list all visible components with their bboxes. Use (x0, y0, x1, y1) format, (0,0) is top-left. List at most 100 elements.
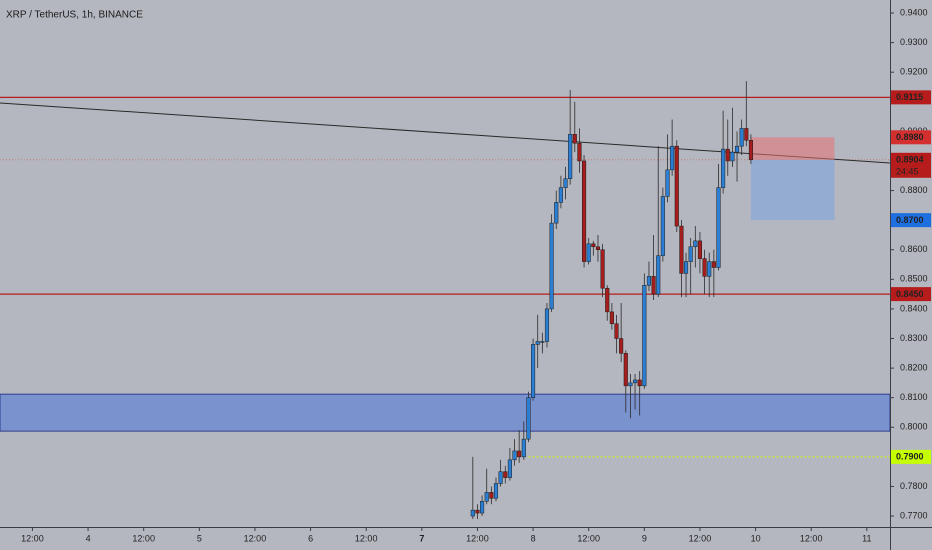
y-tick-label: 0.9300 (900, 37, 928, 47)
candle-body (577, 142, 582, 162)
candle-body (642, 284, 647, 387)
candle-body (744, 128, 749, 141)
candle-body (656, 255, 661, 295)
x-tick-label: 10 (751, 533, 761, 543)
y-tick-label: 0.9200 (900, 67, 928, 77)
y-tick-label: 0.8100 (900, 392, 928, 402)
candle-body (489, 492, 494, 499)
candle-body (739, 128, 744, 147)
price-label: 0.8980 (896, 132, 924, 142)
candle-body (507, 459, 512, 478)
candle-body (637, 379, 642, 387)
candle-body (707, 261, 712, 277)
y-tick-label: 0.8300 (900, 333, 928, 343)
candle-body (600, 249, 605, 289)
y-tick-label: 0.8400 (900, 303, 928, 313)
y-tick-label: 0.8500 (900, 274, 928, 284)
stop-box (750, 137, 835, 160)
price-label: 0.8450 (896, 289, 924, 299)
x-tick-label: 12:00 (466, 533, 489, 543)
candle-body (493, 483, 499, 499)
price-label-bg (891, 287, 931, 302)
candle-body (540, 341, 545, 343)
y-tick-label: 0.8600 (900, 244, 928, 254)
x-tick-label: 6 (308, 533, 313, 543)
x-tick-label: 12:00 (21, 533, 44, 543)
candle-body (688, 246, 693, 262)
target-box (750, 159, 835, 221)
price-label-bg (891, 213, 931, 228)
candle-body (670, 145, 675, 171)
x-tick-label: 9 (642, 533, 647, 543)
candle-body (498, 471, 503, 484)
candle-body (646, 276, 652, 286)
price-label: 0.9115 (896, 92, 923, 102)
candle-body (535, 341, 540, 345)
candle-body (609, 311, 614, 324)
candle-body (605, 287, 610, 313)
candle-body (679, 225, 684, 274)
y-tick-label: 0.8000 (900, 422, 928, 432)
candle-body (521, 438, 526, 458)
candle-body (660, 196, 665, 256)
x-tick-label: 4 (86, 533, 91, 543)
y-tick-label: 0.9400 (900, 7, 928, 17)
candle-body (716, 187, 721, 268)
x-tick-label: 12:00 (689, 533, 712, 543)
candle-body (734, 145, 740, 153)
candle-body (711, 261, 716, 268)
candle-body (475, 509, 480, 514)
candle-body (633, 379, 638, 384)
x-tick-label: 12:00 (132, 533, 155, 543)
candle-body (572, 134, 577, 144)
candle-body (748, 140, 753, 161)
x-tick-label: 7 (419, 533, 424, 543)
candle-body (563, 178, 568, 188)
y-tick-label: 0.7800 (900, 481, 928, 491)
candle-body (544, 308, 550, 342)
candle-body (702, 258, 707, 277)
candle-body (697, 240, 702, 259)
price-label-bg (891, 152, 931, 167)
candle-body (503, 471, 508, 478)
candle-body (470, 509, 475, 517)
candle-body (595, 246, 601, 250)
candle-body (674, 145, 679, 227)
candle-body (531, 344, 536, 398)
y-tick-label: 0.8800 (900, 185, 928, 195)
candle-body (651, 276, 656, 295)
x-tick-label: 8 (531, 533, 536, 543)
countdown: 24:45 (896, 167, 919, 177)
countdown-bg (891, 165, 931, 178)
candle-body (683, 261, 689, 274)
candle-body (484, 492, 489, 502)
candle-body (725, 148, 730, 162)
candle-body (619, 338, 624, 354)
candle-body (730, 151, 735, 162)
candle-body (591, 243, 596, 248)
x-tick-label: 11 (862, 533, 871, 543)
x-tick-label: 12:00 (800, 533, 823, 543)
candle-body (526, 397, 531, 440)
candle-body (614, 323, 619, 339)
price-label-bg (891, 90, 931, 105)
candle-body (549, 222, 554, 310)
price-label: 0.8904 (896, 155, 924, 165)
candle-body (586, 243, 591, 262)
x-tick-label: 5 (197, 533, 202, 543)
candle-body (517, 450, 522, 458)
candle-body (721, 148, 726, 188)
candle-body (512, 450, 517, 461)
price-label-bg (891, 449, 931, 464)
candle-body (480, 501, 485, 514)
candle-body (623, 353, 628, 387)
candle-body (558, 187, 563, 203)
candle-body (665, 169, 670, 197)
candle-body (693, 240, 698, 248)
y-tick-label: 0.7700 (900, 510, 928, 520)
x-tick-label: 12:00 (244, 533, 267, 543)
candle-body (568, 134, 573, 179)
price-label: 0.8700 (896, 215, 924, 225)
